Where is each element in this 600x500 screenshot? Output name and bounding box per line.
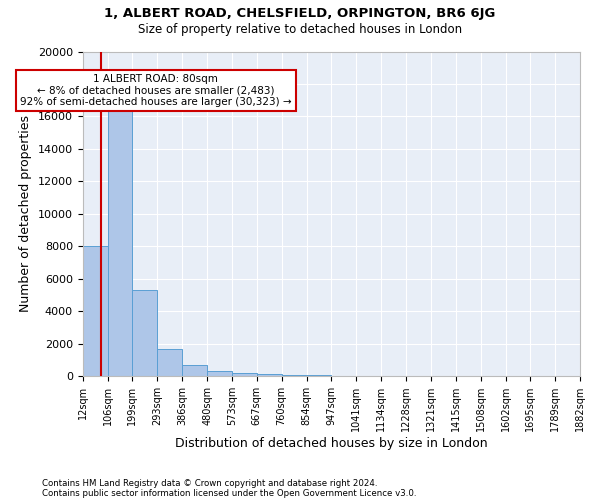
Bar bbox=[281, 375, 307, 376]
Bar bbox=[207, 370, 232, 376]
Bar bbox=[83, 246, 107, 376]
X-axis label: Distribution of detached houses by size in London: Distribution of detached houses by size … bbox=[175, 437, 488, 450]
Text: Contains public sector information licensed under the Open Government Licence v3: Contains public sector information licen… bbox=[42, 488, 416, 498]
Bar bbox=[257, 374, 281, 376]
Bar bbox=[107, 106, 133, 376]
Text: Size of property relative to detached houses in London: Size of property relative to detached ho… bbox=[138, 22, 462, 36]
Bar bbox=[133, 290, 157, 376]
Text: 1, ALBERT ROAD, CHELSFIELD, ORPINGTON, BR6 6JG: 1, ALBERT ROAD, CHELSFIELD, ORPINGTON, B… bbox=[104, 8, 496, 20]
Y-axis label: Number of detached properties: Number of detached properties bbox=[19, 116, 32, 312]
Bar bbox=[232, 373, 257, 376]
Text: 1 ALBERT ROAD: 80sqm
← 8% of detached houses are smaller (2,483)
92% of semi-det: 1 ALBERT ROAD: 80sqm ← 8% of detached ho… bbox=[20, 74, 292, 107]
Text: Contains HM Land Registry data © Crown copyright and database right 2024.: Contains HM Land Registry data © Crown c… bbox=[42, 478, 377, 488]
Bar bbox=[182, 365, 207, 376]
Bar bbox=[157, 348, 182, 376]
